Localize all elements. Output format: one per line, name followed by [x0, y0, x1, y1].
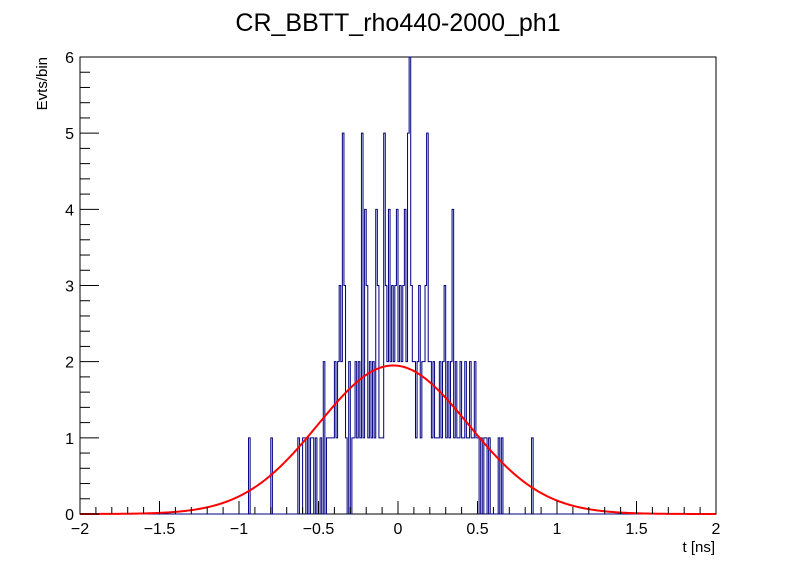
- x-tick-label: −0.5: [303, 521, 335, 538]
- x-tick-label: 1.5: [625, 521, 647, 538]
- x-tick-label: 2: [712, 521, 721, 538]
- x-tick-label: −1.5: [144, 521, 176, 538]
- x-tick-label: −1: [230, 521, 248, 538]
- y-tick-label: 4: [65, 202, 74, 219]
- y-axis: 0 1 2 3 4 5 6: [65, 50, 99, 524]
- y-axis-title: Evts/bin: [34, 57, 51, 110]
- x-tick-label: 0: [394, 521, 403, 538]
- y-tick-label: 5: [65, 126, 74, 143]
- chart-title: CR_BBTT_rho440-2000_ph1: [235, 9, 560, 37]
- y-tick-label: 2: [65, 355, 74, 372]
- y-tick-label: 3: [65, 279, 74, 296]
- x-axis-title: t [ns]: [682, 539, 715, 556]
- x-axis: −2 −1.5 −1 −0.5 0 0.5 1 1.5 2: [71, 501, 721, 538]
- y-tick-label: 1: [65, 431, 74, 448]
- x-tick-label: −2: [71, 521, 89, 538]
- x-tick-label: 1: [553, 521, 562, 538]
- y-tick-label: 6: [65, 50, 74, 67]
- histogram-series: [80, 56, 716, 515]
- plot-area: −2 −1.5 −1 −0.5 0 0.5 1 1.5 2 0 1 2 3 4 5 6: [65, 50, 720, 538]
- x-tick-label: 0.5: [466, 521, 488, 538]
- y-tick-label: 0: [65, 507, 74, 524]
- gaussian-fit-line: [80, 364, 716, 515]
